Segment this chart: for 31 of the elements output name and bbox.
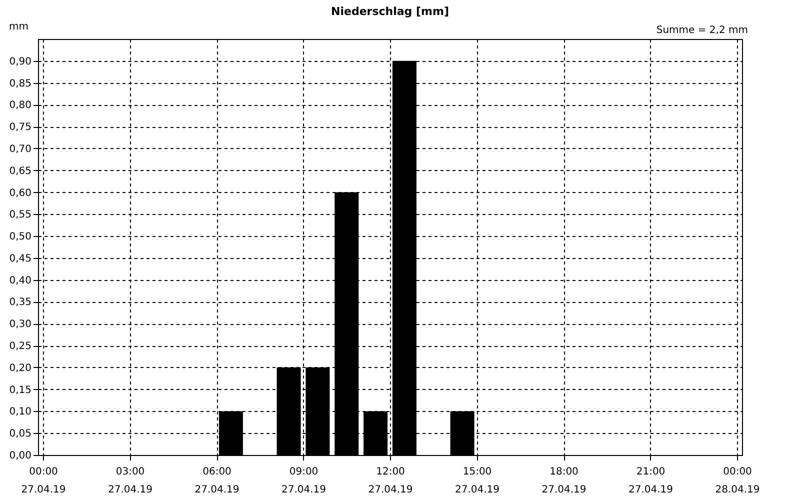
y-tick-label: 0,20 <box>9 362 32 374</box>
y-tick-label: 0,70 <box>9 144 32 155</box>
chart-title: Niederschlag [mm] <box>331 5 449 18</box>
x-tick-label: 15:00 27.04.19 <box>454 466 500 496</box>
y-tick-label: 0,65 <box>9 166 32 177</box>
x-tick-label: 09:00 27.04.19 <box>281 466 326 496</box>
x-tick-label: 12:00 27.04.19 <box>368 466 413 496</box>
y-tick-label: 0,90 <box>9 56 32 68</box>
y-tick-label: 0,45 <box>9 253 32 264</box>
x-tick-label: 06:00 27.04.19 <box>194 466 240 496</box>
x-tick-label: 18:00 27.04.19 <box>542 466 586 496</box>
y-tick-label: 0,40 <box>9 275 32 286</box>
y-tick-label: 0,10 <box>9 406 32 418</box>
y-tick-label: 0,25 <box>9 341 32 352</box>
y-tick-label: 0,50 <box>9 232 32 243</box>
text: Summe = 2,2 mm <box>656 25 748 36</box>
y-tick-label: 0,85 <box>9 78 32 90</box>
y-tick-label: 0,60 <box>9 188 32 199</box>
y-tick-label: 0,80 <box>9 100 32 112</box>
y-axis-title: mm <box>9 22 28 32</box>
y-tick-label: 0,55 <box>9 210 32 221</box>
y-tick-label: 0,35 <box>9 297 32 308</box>
y-tick-label: 0,30 <box>9 319 32 330</box>
x-tick-label: 00:00 27.04.19 <box>21 466 66 496</box>
x-tick-label: 03:00 27.04.19 <box>108 466 153 496</box>
y-tick-label: 0,05 <box>9 428 32 440</box>
y-tick-label: 0,15 <box>9 384 32 396</box>
x-tick-label: 00:00 28.04.19 <box>715 466 760 496</box>
y-tick-label: 0,00 <box>9 450 32 462</box>
x-tick-label: 21:00 27.04.19 <box>628 466 674 496</box>
y-tick-label: 0,75 <box>9 122 32 134</box>
